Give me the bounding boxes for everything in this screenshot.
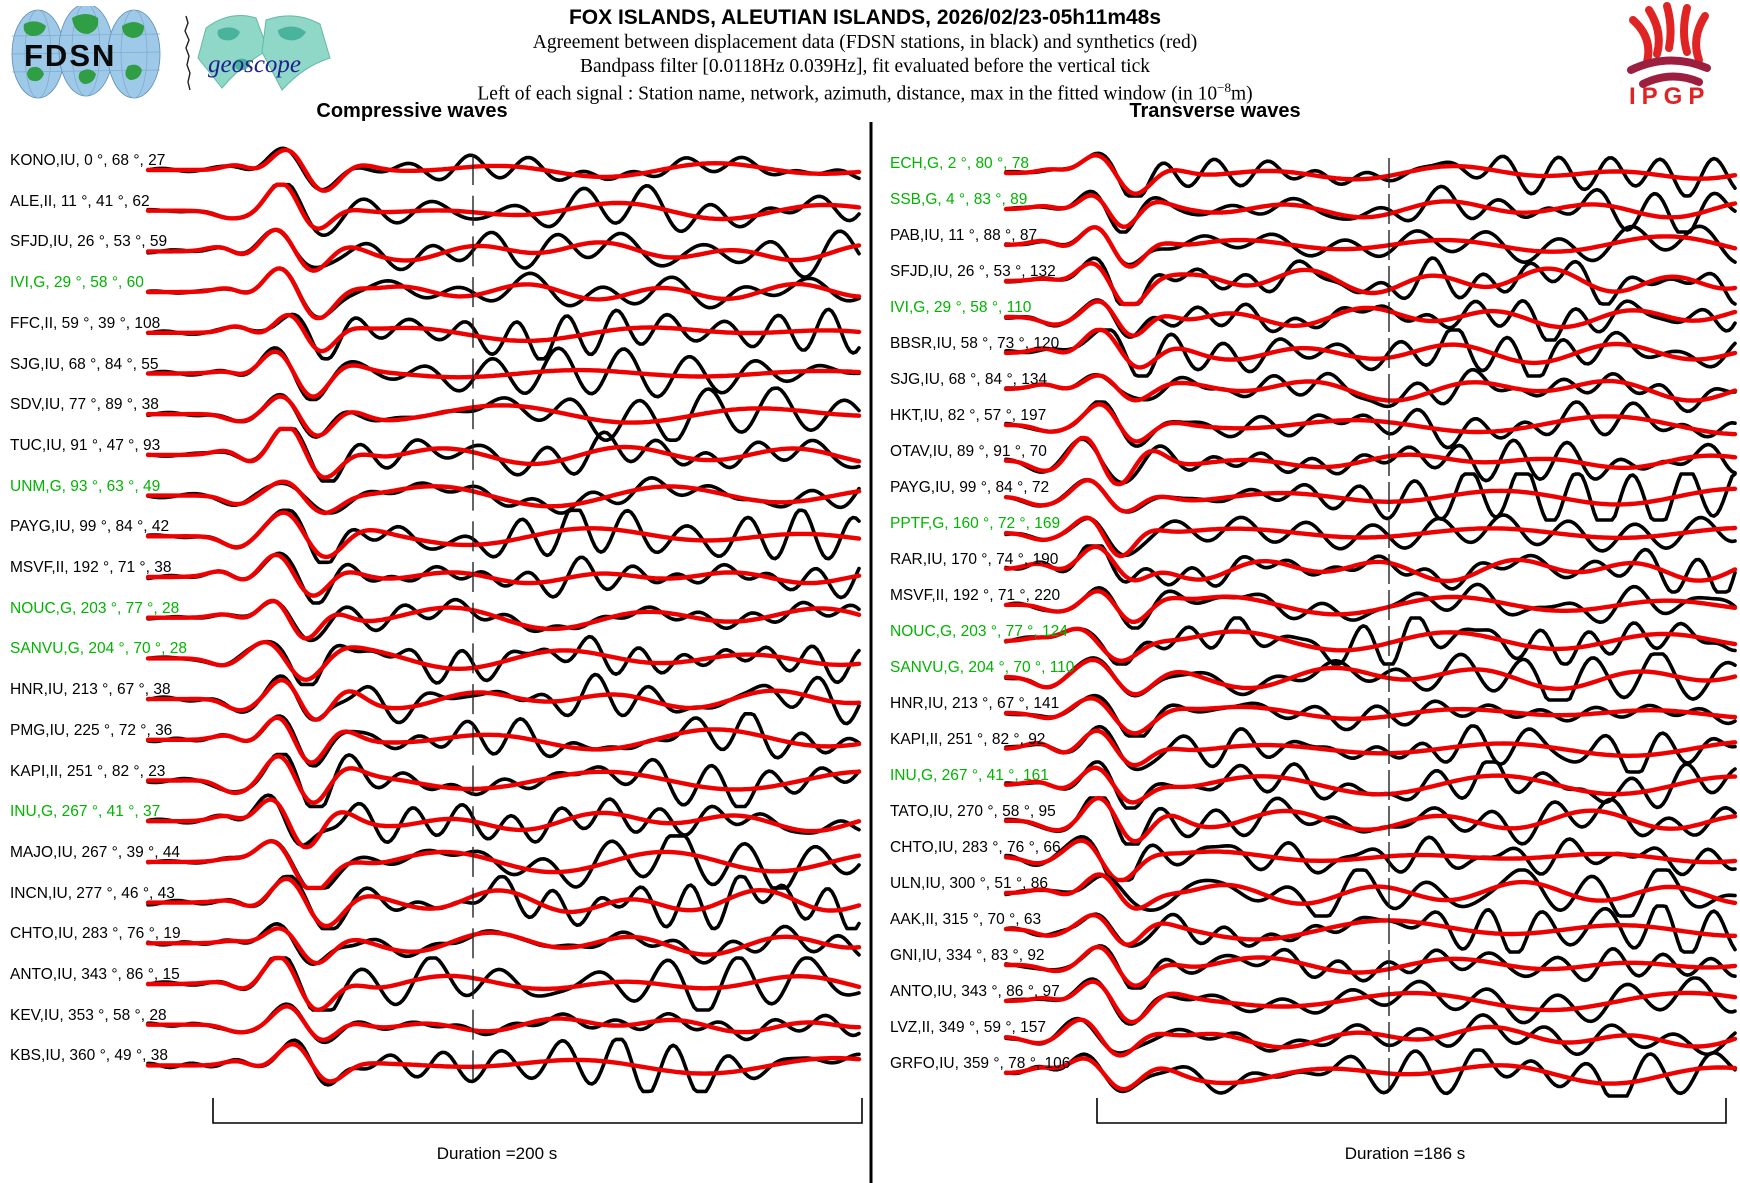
synthetic-trace: [1003, 589, 1738, 624]
synthetic-trace: [145, 955, 862, 1012]
synthetic-trace: [1003, 373, 1738, 403]
synthetic-trace: [145, 839, 862, 891]
data-trace: [1004, 944, 1737, 990]
data-trace: [1004, 616, 1737, 666]
data-trace: [146, 874, 861, 931]
data-trace: [1004, 868, 1737, 918]
synthetic-trace: [145, 639, 862, 682]
data-trace: [146, 1002, 861, 1045]
synthetic-trace: [1003, 225, 1738, 269]
synthetic-trace: [145, 926, 862, 966]
synthetic-trace: [145, 394, 862, 438]
synthetic-trace: [1003, 435, 1738, 487]
synthetic-trace: [1003, 657, 1738, 697]
synthetic-trace: [145, 147, 862, 193]
duration-label-compressive: Duration =200 s: [436, 1144, 558, 1163]
duration-label-transverse: Duration =186 s: [1344, 1144, 1466, 1163]
synthetic-trace: [145, 754, 862, 805]
synthetic-trace: [145, 598, 862, 641]
synthetic-trace: [145, 1004, 862, 1042]
synthetic-trace: [145, 1042, 862, 1084]
synthetic-trace: [1003, 153, 1738, 196]
data-trace: [1004, 976, 1737, 1026]
data-trace: [1004, 904, 1737, 954]
data-trace: [1004, 151, 1737, 198]
synthetic-trace: [1003, 838, 1738, 883]
synthetic-trace: [145, 426, 862, 480]
synthetic-trace: [145, 479, 862, 516]
data-trace: [1004, 367, 1737, 414]
seismogram-squiggle-icon: [184, 15, 191, 91]
duration-bracket-transverse: [1096, 1098, 1727, 1124]
synthetic-trace: [1003, 944, 1738, 988]
synthetic-trace: [145, 715, 862, 765]
data-trace: [146, 793, 861, 847]
ipgp-logo-text: IPGP: [1629, 83, 1710, 110]
synthetic-trace: [145, 876, 862, 929]
synthetic-trace: [145, 182, 862, 231]
data-trace: [146, 146, 861, 192]
data-trace: [146, 672, 861, 726]
exponent: −8: [1217, 80, 1231, 95]
fdsn-logo: FDSN: [11, 6, 161, 99]
synthetic-trace: [145, 227, 862, 273]
synthetic-trace: [1003, 261, 1738, 307]
synthetic-trace: [1003, 299, 1738, 338]
data-trace: [1004, 544, 1737, 594]
synthetic-trace: [1003, 402, 1738, 444]
synthetic-trace: [145, 349, 862, 399]
subtitle-bandpass: Bandpass filter [0.0118Hz 0.039Hz], fit …: [580, 56, 1150, 77]
subtitle-agreement: Agreement between displacement data (FDS…: [532, 32, 1198, 53]
synthetic-trace: [1003, 327, 1738, 370]
synthetic-trace: [1003, 626, 1738, 663]
geoscope-logo-text: geoscope: [208, 51, 301, 78]
synthetic-trace: [1003, 544, 1738, 584]
duration-bracket-compressive: [212, 1098, 863, 1124]
ipgp-logo: IPGP: [1627, 2, 1711, 110]
page-title: FOX ISLANDS, ALEUTIAN ISLANDS, 2026/02/2…: [568, 6, 1162, 29]
data-trace: [1004, 693, 1737, 738]
synthetic-trace: [1003, 795, 1738, 844]
data-trace: [1004, 184, 1737, 234]
synthetic-trace: [145, 678, 862, 722]
synthetic-trace: [1003, 696, 1738, 736]
synthetic-trace: [1003, 193, 1738, 229]
svg-text:FDSN: FDSN: [24, 38, 116, 73]
data-trace: [146, 551, 861, 605]
synthetic-trace: [1003, 515, 1738, 559]
synthetic-trace: [1003, 872, 1738, 911]
synthetic-trace: [1003, 1017, 1738, 1058]
synthetic-trace: [1003, 912, 1738, 947]
synthetic-trace: [145, 266, 862, 321]
synthetic-trace: [1003, 478, 1738, 514]
synthetic-trace: [1003, 728, 1738, 768]
geoscope-logo: geoscope: [184, 15, 331, 91]
title-block: FOX ISLANDS, ALEUTIAN ISLANDS, 2026/02/2…: [300, 6, 1430, 106]
synthetic-trace: [145, 312, 862, 354]
synthetic-trace: [1003, 765, 1738, 805]
synthetic-trace: [145, 797, 862, 850]
synthetic-trace: [145, 552, 862, 598]
synthetic-trace: [1003, 979, 1738, 1025]
panel-header-compressive: Compressive waves: [316, 100, 508, 122]
synthetic-trace: [1003, 1056, 1738, 1092]
synthetic-trace: [145, 510, 862, 560]
data-trace: [1004, 400, 1737, 450]
data-trace: [1004, 328, 1737, 378]
panel-header-transverse: Transverse waves: [1129, 100, 1301, 122]
subtitle-legend: Left of each signal : Station name, netw…: [477, 80, 1253, 105]
